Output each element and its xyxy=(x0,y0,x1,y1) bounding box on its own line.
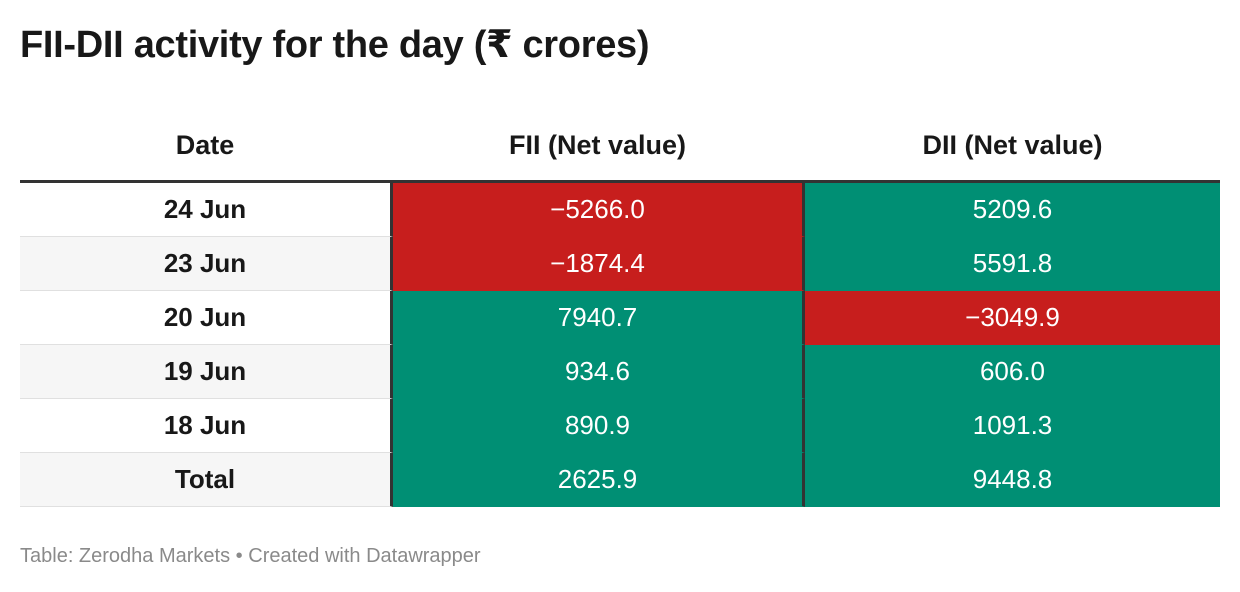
date-cell: 20 Jun xyxy=(20,291,393,345)
fii-dii-table: Date FII (Net value) DII (Net value) 24 … xyxy=(20,110,1220,507)
table-row: Total 2625.9 9448.8 xyxy=(20,453,1220,507)
table-row: 20 Jun 7940.7 −3049.9 xyxy=(20,291,1220,345)
column-header-dii: DII (Net value) xyxy=(922,129,1103,160)
footer-separator: • xyxy=(235,545,243,567)
date-cell: Total xyxy=(20,453,393,507)
column-header-fii: FII (Net value) xyxy=(508,129,687,160)
column-header-date: Date xyxy=(175,129,235,160)
table-row: 18 Jun 890.9 1091.3 xyxy=(20,399,1220,453)
dii-value-cell: 9448.8 xyxy=(805,453,1220,507)
table-body: 24 Jun −5266.0 5209.6 23 Jun −1874.4 5591.8 20… xyxy=(20,183,1220,507)
table-row: 19 Jun 934.6 606.0 xyxy=(20,345,1220,399)
fii-value-cell: 2625.9 xyxy=(393,453,805,507)
table-row: 24 Jun −5266.0 5209.6 xyxy=(20,183,1220,237)
chart-title: FII-DII activity for the day (₹ crores) xyxy=(20,24,650,66)
table-header: Date FII (Net value) DII (Net value) xyxy=(20,110,1220,183)
date-cell: 23 Jun xyxy=(20,237,393,291)
fii-value-cell: 934.6 xyxy=(393,345,805,399)
date-cell: 18 Jun xyxy=(20,399,393,453)
table-row: 23 Jun −1874.4 5591.8 xyxy=(20,237,1220,291)
table-footer: Table: Zerodha Markets • Created with Da… xyxy=(20,545,481,568)
dii-value-cell: 5591.8 xyxy=(805,237,1220,291)
date-cell: 19 Jun xyxy=(20,345,393,399)
fii-value-cell: 890.9 xyxy=(393,399,805,453)
date-cell: 24 Jun xyxy=(20,183,393,237)
fii-value-cell: −5266.0 xyxy=(393,183,805,237)
created-with-label: Created with Datawrapper xyxy=(248,545,481,567)
source-label: Table: Zerodha Markets xyxy=(20,545,231,567)
dii-value-cell: 606.0 xyxy=(805,345,1220,399)
dii-value-cell: 1091.3 xyxy=(805,399,1220,453)
dii-value-cell: 5209.6 xyxy=(805,183,1220,237)
fii-value-cell: 7940.7 xyxy=(393,291,805,345)
dii-value-cell: −3049.9 xyxy=(805,291,1220,345)
fii-value-cell: −1874.4 xyxy=(393,237,805,291)
